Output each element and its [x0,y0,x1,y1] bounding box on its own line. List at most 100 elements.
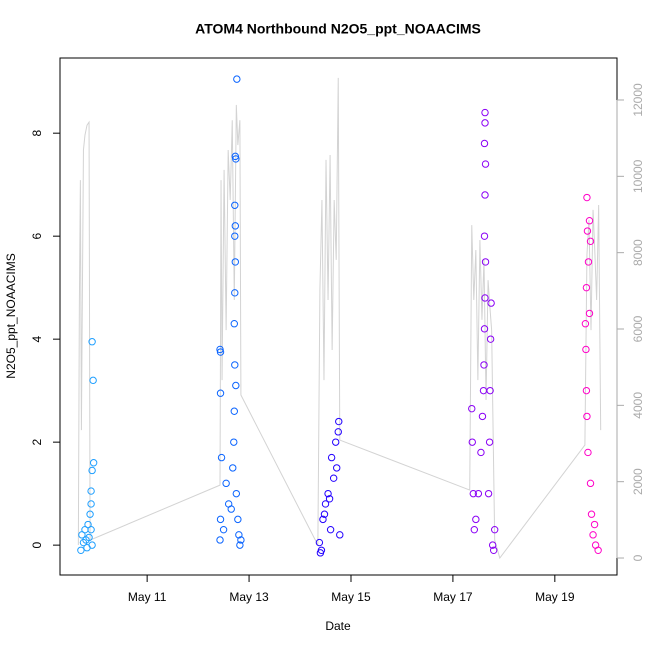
point [587,510,596,518]
y2-tick-label: 0 [631,554,645,561]
point [232,381,240,390]
y2-tick-label: 4000 [631,392,645,419]
point [234,515,242,524]
point [585,309,594,318]
point [481,294,489,302]
y2-tick-label: 2000 [631,468,645,495]
point [231,232,239,240]
point [472,515,480,524]
point [488,541,497,549]
point [584,448,592,457]
point [88,338,96,346]
x-tick-label: May 19 [535,590,575,604]
point [590,520,599,529]
point [326,525,335,534]
x-tick-label: May 17 [433,590,473,604]
point [480,139,489,148]
point [489,546,498,554]
point [87,525,95,534]
point [325,495,334,503]
y-tick-label: 0 [30,541,44,548]
point [481,191,489,199]
y-tick-label: 8 [30,130,44,137]
point [331,438,340,446]
y-tick-label: 6 [30,233,44,240]
point [320,510,329,518]
point [85,533,93,542]
chart-title: ATOM4 Northbound N2O5_ppt_NOAACIMS [195,21,481,37]
point [478,412,487,421]
point [486,386,494,395]
point [480,361,488,369]
point [583,227,592,235]
point [485,438,494,446]
y2-tick-label: 12000 [631,83,645,117]
point [232,489,241,498]
y2-tick-label: 8000 [631,239,645,266]
point [235,531,243,539]
point [229,464,237,472]
point [216,389,225,397]
point [87,487,95,495]
point [216,345,224,354]
point [231,222,240,230]
point [333,464,341,472]
altitude-line [77,77,602,560]
point [582,283,591,292]
point [469,489,477,498]
y-axis-label: N2O5_ppt_NOAACIMS [4,253,18,378]
point [89,376,97,385]
point [585,217,594,225]
y-tick-label: 2 [30,438,44,445]
point [594,546,602,554]
point [484,489,493,498]
point [581,320,590,328]
point [583,412,591,421]
point [316,549,325,557]
x-tick-label: May 11 [128,590,167,604]
x-tick-label: May 13 [229,590,269,604]
point [586,479,595,488]
point [315,538,324,547]
point [87,500,95,508]
point [582,345,590,354]
point [237,536,245,544]
point [77,546,85,554]
point [319,515,327,524]
point [216,515,225,524]
point [88,541,96,549]
point [480,325,489,333]
point [232,155,240,163]
point [230,320,238,328]
point [583,193,591,202]
point [470,525,479,534]
y-tick-label: 4 [30,336,44,343]
x-tick-label: May 15 [331,590,371,604]
point [582,386,591,395]
point [468,404,476,413]
point [589,531,597,539]
point [336,531,344,539]
point [481,160,490,168]
y2-tick-label: 6000 [631,315,645,342]
point [227,505,235,513]
point [474,489,483,498]
point [334,428,342,436]
point [481,119,489,127]
y2-tick-label: 10000 [631,159,645,193]
point [230,407,238,415]
point [487,299,495,307]
point [236,541,244,549]
point [335,417,343,426]
point [586,237,595,246]
point [217,453,226,462]
point [88,466,96,475]
point [231,361,239,369]
point [231,289,239,297]
point [490,525,499,534]
point [222,479,230,488]
point [321,500,330,508]
